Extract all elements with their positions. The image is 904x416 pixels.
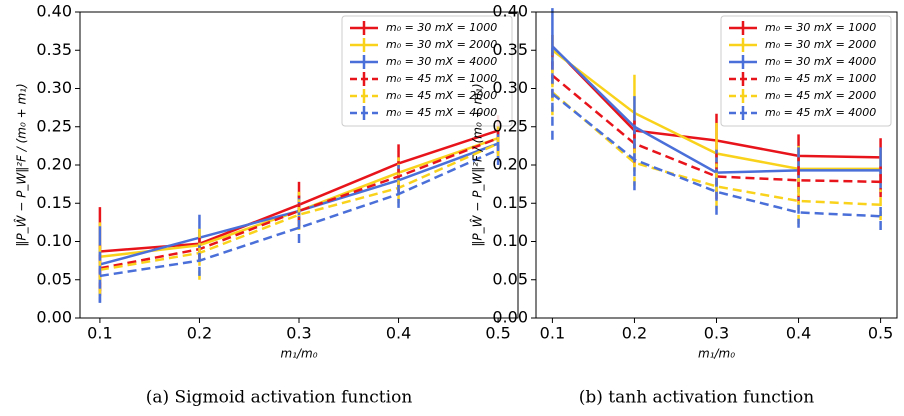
x-tick-label: 0.4 bbox=[386, 324, 411, 343]
y-tick-label: 0.10 bbox=[492, 231, 528, 250]
caption: (b) tanh activation function bbox=[579, 388, 815, 408]
x-tick-label: 0.3 bbox=[704, 324, 729, 343]
legend-label: m₀ = 45 mX = 1000 bbox=[386, 72, 497, 85]
x-axis-label: m₁/m₀ bbox=[280, 347, 317, 361]
x-tick-label: 0.2 bbox=[187, 324, 212, 343]
x-tick-label: 0.5 bbox=[485, 324, 510, 343]
caption: (a) Sigmoid activation function bbox=[146, 388, 413, 408]
legend-label: m₀ = 45 mX = 1000 bbox=[765, 72, 876, 85]
y-tick-label: 0.05 bbox=[492, 269, 528, 288]
series-line bbox=[551, 92, 881, 218]
legend-label: m₀ = 30 mX = 1000 bbox=[765, 21, 876, 34]
y-tick-label: 0.25 bbox=[36, 116, 72, 135]
y-tick-label: 0.20 bbox=[492, 155, 528, 174]
x-tick-label: 0.3 bbox=[286, 324, 311, 343]
x-axis-label: m₁/m₀ bbox=[698, 347, 735, 361]
subplot: 0.00 0.05 0.10 0.15 0.20 0.25 0.30 0.35 0.40 0.1 0… bbox=[14, 2, 519, 408]
plot-frame bbox=[535, 11, 898, 319]
legend-label: m₀ = 30 mX = 1000 bbox=[386, 21, 497, 34]
y-tick-label: 0.10 bbox=[36, 231, 72, 250]
y-axis-label: ‖P_Ŵ − P_W‖²F / (m₀ + m₁) bbox=[14, 83, 29, 246]
y-tick-label: 0.05 bbox=[36, 269, 72, 288]
legend-label: m₀ = 45 mX = 2000 bbox=[386, 89, 497, 102]
y-tick-label: 0.40 bbox=[36, 2, 72, 21]
y-axis-label: ‖P_Ŵ − P_W‖²F / (m₀ + m₁) bbox=[470, 83, 485, 246]
y-tick-label: 0.40 bbox=[492, 2, 528, 21]
legend-label: m₀ = 45 mX = 4000 bbox=[765, 106, 876, 119]
x-tick-label: 0.1 bbox=[540, 324, 565, 343]
legend-box bbox=[720, 15, 892, 127]
y-tick-label: 0.25 bbox=[492, 116, 528, 135]
y-tick-label: 0.00 bbox=[36, 308, 72, 327]
legend-label: m₀ = 30 mX = 4000 bbox=[765, 55, 876, 68]
x-tick-label: 0.5 bbox=[868, 324, 893, 343]
legend-label: m₀ = 30 mX = 2000 bbox=[386, 38, 497, 51]
y-tick-label: 0.20 bbox=[36, 155, 72, 174]
legend-label: m₀ = 45 mX = 2000 bbox=[765, 89, 876, 102]
x-tick-label: 0.4 bbox=[786, 324, 811, 343]
legend-label: m₀ = 30 mX = 2000 bbox=[765, 38, 876, 51]
subplot: 0.00 0.05 0.10 0.15 0.20 0.25 0.30 0.35 0.40 0.1 0… bbox=[470, 2, 898, 408]
y-tick-label: 0.35 bbox=[36, 40, 72, 59]
y-tick-label: 0.00 bbox=[492, 308, 528, 327]
y-tick-label: 0.15 bbox=[492, 193, 528, 212]
plot-frame bbox=[79, 11, 519, 319]
y-tick-label: 0.15 bbox=[36, 193, 72, 212]
y-tick-label: 0.30 bbox=[492, 78, 528, 97]
legend-box bbox=[341, 15, 513, 127]
y-tick-label: 0.35 bbox=[492, 40, 528, 59]
x-tick-label: 0.2 bbox=[622, 324, 647, 343]
y-tick-label: 0.30 bbox=[36, 78, 72, 97]
legend-label: m₀ = 45 mX = 4000 bbox=[386, 106, 497, 119]
x-tick-label: 0.1 bbox=[87, 324, 112, 343]
series-line bbox=[551, 74, 881, 184]
legend-label: m₀ = 30 mX = 4000 bbox=[386, 55, 497, 68]
